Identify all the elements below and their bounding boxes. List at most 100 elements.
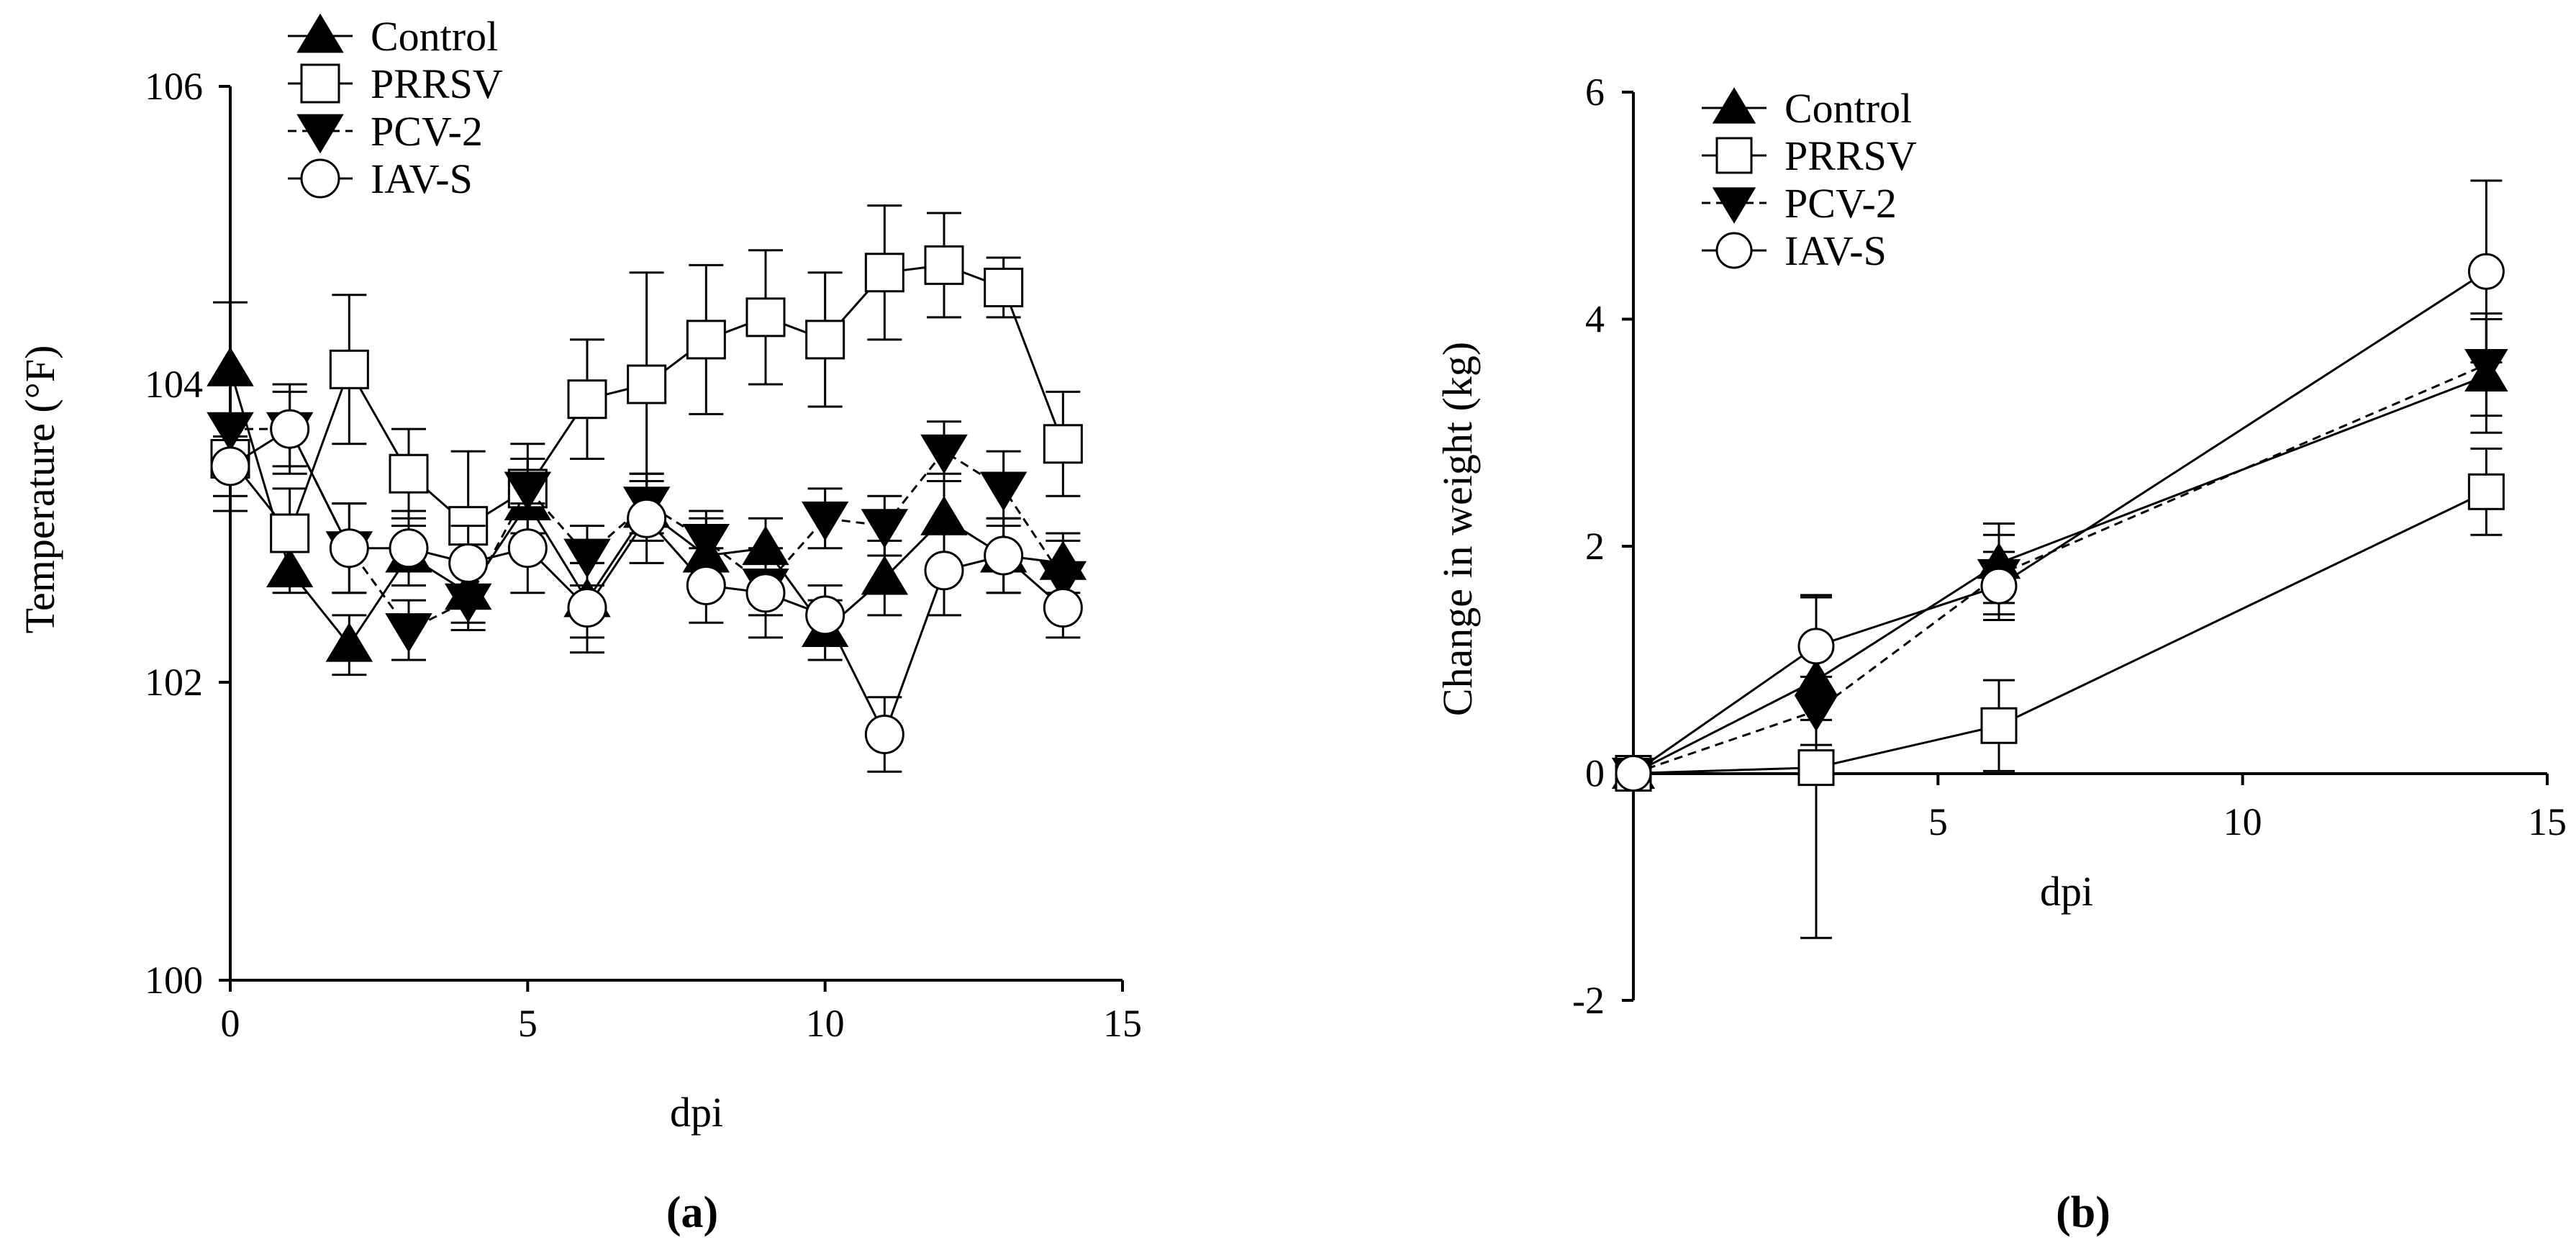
panel-a-series-prrsv-point (686, 320, 726, 360)
panel-a-legend-label: PCV-2 (371, 108, 483, 155)
panel-b-label: (b) (2056, 1188, 2110, 1237)
panel-a-series-prrsv-point (864, 253, 904, 293)
panel-a-series-pcv-2-point (563, 538, 611, 579)
panel-a-series-pcv-2-point (682, 523, 730, 564)
panel-b-y-tick-label: 6 (1585, 71, 1605, 114)
panel-a-legend-item-prrsv: PRRSV (288, 60, 503, 107)
panel-a-legend-label: PRRSV (371, 60, 503, 107)
panel-a-series-prrsv-point (984, 267, 1024, 307)
panel-b-legend-label: IAV-S (1784, 227, 1887, 274)
panel-a-x-axis-title: dpi (670, 1089, 723, 1136)
panel-b-legend-marker-prrsv (1715, 137, 1753, 174)
panel-a-x-tick-label: 15 (1103, 1002, 1142, 1045)
panel-b-x-axis-title: dpi (2040, 868, 2093, 915)
panel-b-series-prrsv-point (1980, 707, 2018, 744)
panel-a-series-control-point (325, 623, 373, 662)
panel-a-legend-marker-control (296, 13, 344, 53)
panel-a-x-tick-label: 5 (518, 1002, 538, 1045)
panel-b-y-tick-label: 4 (1585, 298, 1605, 341)
panel-b-series-iav-s (1615, 179, 2505, 792)
panel-a-series-pcv-2-point (861, 509, 909, 548)
panel-a-series-iav-s-point (210, 446, 250, 487)
panel-b-x-tick-label: 10 (2223, 800, 2262, 843)
panel-a-series-pcv-2-point (920, 434, 968, 474)
panel-b-y-tick-label: 0 (1585, 752, 1605, 795)
panel-a-x-tick-label: 10 (806, 1002, 845, 1045)
panel-a-series-pcv-2-point (444, 583, 492, 623)
panel-b-series-pcv-2-line (1633, 363, 2487, 774)
panel-b-series-prrsv-point (2467, 473, 2505, 510)
panel-b-series-iav-s-point (1615, 755, 1652, 792)
panel-a-series-prrsv-point (745, 297, 786, 338)
panel-a-series-prrsv-point (627, 364, 667, 404)
panel-b-legend-marker-pcv-2 (1712, 187, 1756, 224)
panel-b-weight-chart: -2 0 2 4 6 5 10 15 Change in weight (kg) dpi (b… (1434, 71, 2567, 1237)
panel-a-legend-label: Control (371, 13, 498, 60)
panel-a-series-iav-s-point (389, 528, 429, 569)
panel-a-y-tick-label: 102 (145, 661, 203, 704)
panel-a-series-prrsv-point (329, 349, 369, 389)
panel-a-series-iav-s-point (686, 565, 726, 605)
panel-b-plot-area: -2 0 2 4 6 5 10 15 (1572, 71, 2567, 1022)
panel-a-series-iav-s-point (864, 714, 904, 754)
panel-a-legend-marker-prrsv (300, 63, 340, 104)
panel-a-series-pcv-2-point (979, 471, 1028, 512)
panel-b-legend-label: PCV-2 (1784, 180, 1897, 227)
panel-a-y-tick-label: 106 (145, 65, 203, 108)
panel-b-series-iav-s-point (1980, 567, 2018, 605)
panel-b-y-axis-title: Change in weight (kg) (1434, 342, 1481, 716)
panel-b-legend-marker-iav-s (1715, 232, 1753, 269)
panel-a-series-control-point (207, 347, 254, 386)
panel-b-y-tick-label: -2 (1572, 979, 1605, 1022)
panel-a-series-iav-s-point (984, 535, 1024, 576)
panel-b-series-pcv-2 (1611, 312, 2508, 795)
panel-a-series-prrsv-point (924, 245, 964, 285)
panel-b-legend-label: Control (1784, 85, 1912, 132)
panel-b-series-pcv-2-point (2464, 349, 2508, 386)
panel-a-series-iav-s-point (507, 528, 548, 569)
panel-a-series-iav-s-point (745, 573, 786, 613)
panel-b-series-prrsv-point (1797, 749, 1835, 787)
panel-a-series-iav-s-point (627, 498, 667, 538)
panel-a-legend-marker-pcv-2 (296, 114, 344, 154)
panel-b-legend-label: PRRSV (1784, 132, 1917, 179)
panel-a-series-prrsv-point (270, 513, 310, 553)
panel-a-plot-area: 100 102 104 106 0 5 10 15 (145, 65, 1142, 1045)
panel-a-legend-label: IAV-S (371, 155, 473, 202)
panel-a-series-prrsv-point (567, 379, 607, 420)
panel-b-legend-item-iav-s: IAV-S (1702, 227, 1887, 274)
panel-a-legend-item-control: Control (288, 13, 498, 60)
panel-a-axes: 100 102 104 106 0 5 10 15 (145, 65, 1142, 1045)
panel-a-label: (a) (666, 1188, 718, 1237)
panel-b-series-control (1611, 318, 2508, 789)
panel-a-series-iav-s-point (448, 543, 489, 583)
panel-a-series-iav-s-point (567, 588, 607, 628)
panel-b-legend-marker-control (1712, 87, 1756, 124)
panel-a-series-iav-s-point (270, 409, 310, 449)
panel-a-x-tick-label: 0 (221, 1002, 240, 1045)
panel-b-x-tick-label: 5 (1928, 800, 1948, 843)
panel-a-y-axis-title: Temperature (°F) (17, 345, 63, 634)
panel-a-series-pcv-2-point (385, 613, 432, 653)
panel-a-series-pcv-2-point (504, 471, 552, 512)
panel-a-series-prrsv-point (1043, 424, 1083, 464)
panel-b-series-control-line (1633, 374, 2487, 774)
panel-b-series-iav-s-point (1797, 628, 1835, 665)
panel-a-series-iav-s-point (924, 551, 964, 591)
panel-b-series-prrsv-line (1633, 490, 2487, 774)
panel-a-series-iav-s (210, 390, 1083, 773)
panel-b-series-iav-s-line (1633, 270, 2487, 774)
panel-a-legend-item-iav-s: IAV-S (288, 155, 473, 202)
panel-b-legend-item-prrsv: PRRSV (1702, 132, 1917, 179)
panel-a-y-tick-label: 104 (145, 363, 203, 406)
panel-b-x-tick-label: 15 (2528, 800, 2567, 843)
panel-b-legend-item-control: Control (1702, 85, 1912, 132)
panel-b-series-iav-s-point (2467, 253, 2505, 290)
panel-b-series-pcv-2-point (1794, 695, 1838, 732)
panel-a-legend-marker-iav-s (300, 158, 340, 199)
panel-a-series-iav-s-point (805, 595, 845, 635)
